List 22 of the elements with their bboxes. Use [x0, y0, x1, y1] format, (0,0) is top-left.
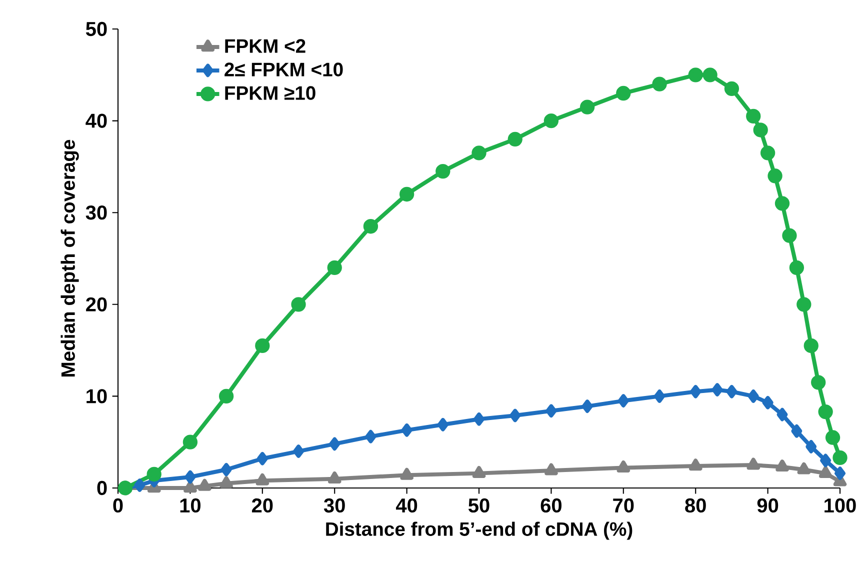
x-tick-label: 90 [757, 498, 778, 513]
x-tick-label: 100 [824, 498, 856, 513]
x-tick-label: 40 [396, 498, 418, 513]
y-tick-label: 20 [86, 297, 107, 312]
legend-label: FPKM <2 [225, 39, 306, 53]
x-tick-label: 80 [685, 498, 706, 513]
x-tick-label: 30 [324, 498, 345, 513]
y-tick-label: 50 [86, 22, 107, 36]
y-tick-label: 40 [86, 114, 107, 128]
x-axis-title: Distance from 5’-end of cDNA (%) [326, 522, 632, 540]
legend-label: FPKM ≥10 [225, 86, 316, 100]
x-tick-label: 70 [613, 498, 634, 513]
x-tick-label: 0 [113, 498, 123, 513]
legend-label: 2≤ FPKM <10 [224, 62, 343, 76]
x-tick-label: 10 [180, 498, 200, 513]
y-tick-label: 30 [86, 206, 107, 220]
y-axis-title: Median depth of coverage [60, 140, 79, 376]
x-tick-label: 50 [468, 498, 490, 513]
y-tick-label: 0 [97, 480, 107, 496]
x-tick-label: 60 [540, 498, 562, 513]
x-tick-label: 20 [252, 498, 273, 513]
y-tick-label: 10 [86, 389, 107, 404]
